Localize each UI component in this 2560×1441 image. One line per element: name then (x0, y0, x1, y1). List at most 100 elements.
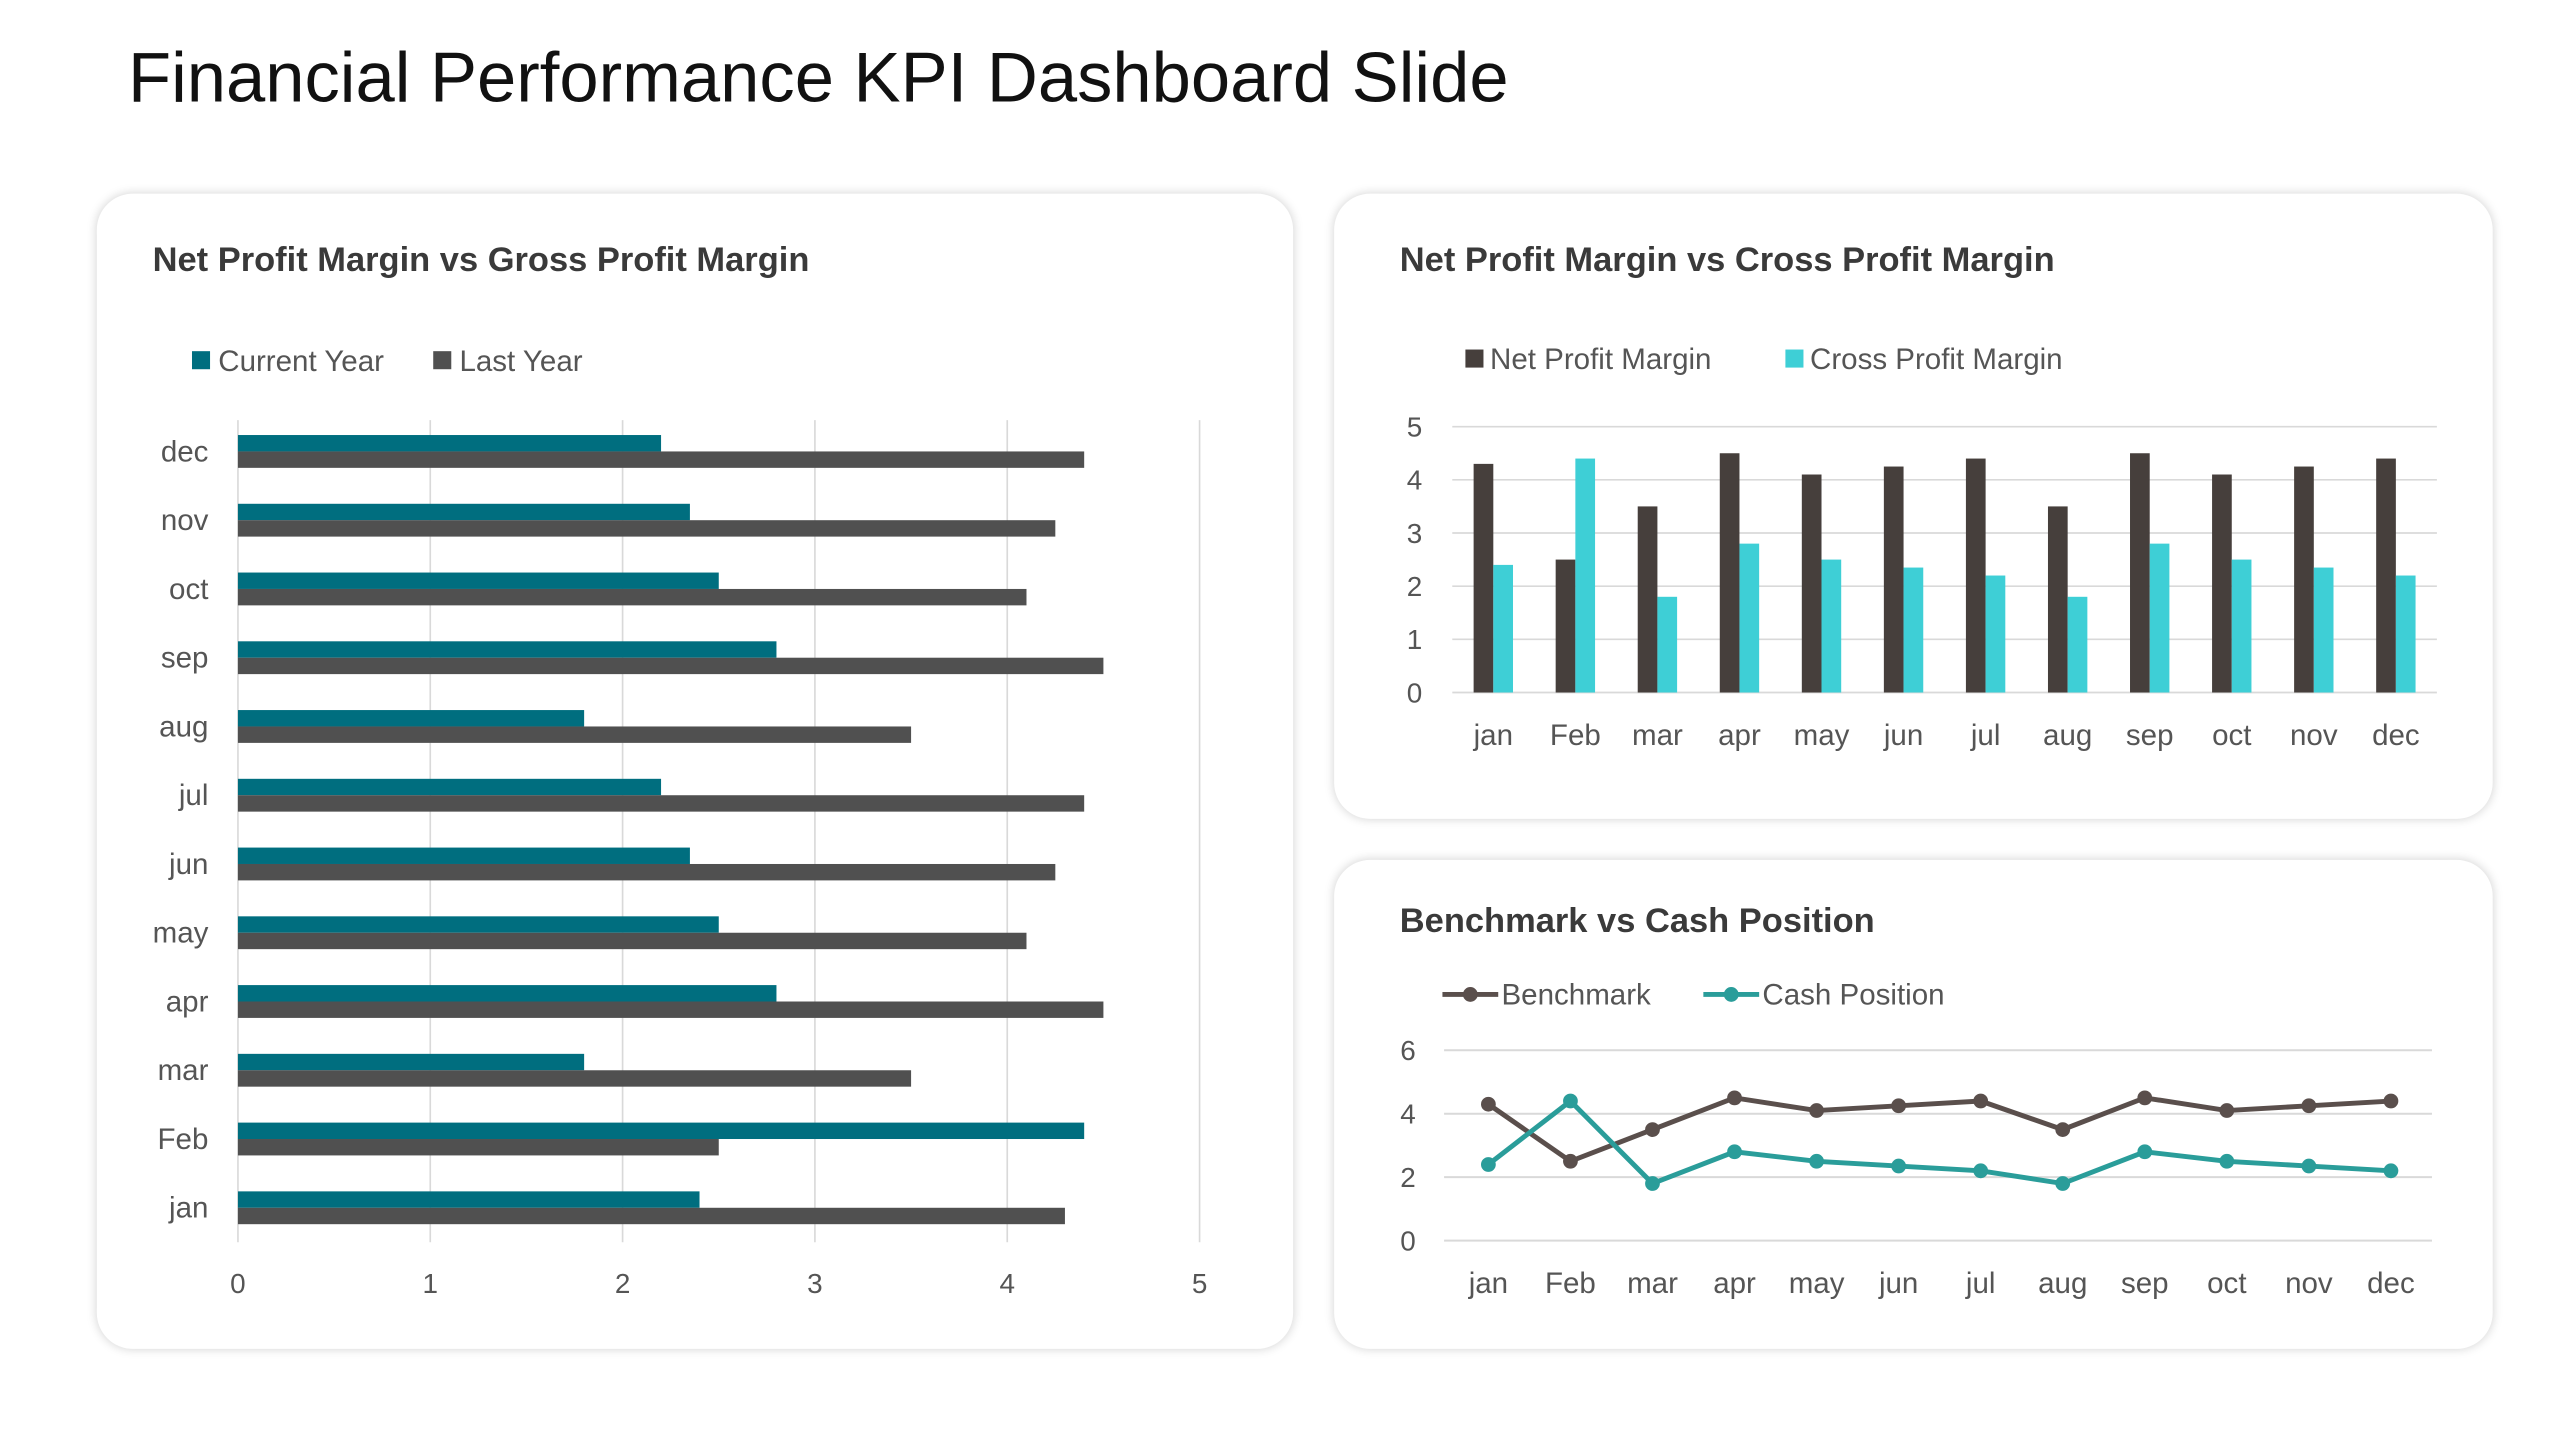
point-cash-position (1563, 1093, 1578, 1109)
bar-current-year (237, 1122, 1085, 1140)
y-tick-label: dec (161, 435, 209, 468)
x-tick-label: 1 (423, 1268, 439, 1299)
bar-cross-profit-margin (2149, 543, 2170, 693)
x-tick-label: jan (1468, 1267, 1508, 1300)
chart-title: Net Profit Margin vs Cross Profit Margin (1399, 241, 2055, 279)
bar-current-year (237, 778, 662, 796)
bar-last-year (237, 588, 1027, 606)
bar-cross-profit-margin (1575, 458, 1596, 693)
y-tick-label: 2 (1400, 1162, 1416, 1193)
bar-last-year (237, 932, 1027, 950)
point-cash-position (1809, 1153, 1824, 1169)
point-benchmark (2383, 1093, 2399, 1109)
line-benchmark (1486, 1095, 2392, 1165)
y-tick-label: sep (161, 642, 209, 675)
bar-last-year (237, 520, 1056, 537)
bar-net-profit-margin (2376, 458, 2396, 693)
bar-cross-profit-margin (2231, 559, 2252, 693)
point-cash-position (2383, 1163, 2399, 1179)
point-benchmark (2137, 1090, 2153, 1106)
bar-current-year (237, 710, 585, 727)
point-benchmark (1645, 1122, 1660, 1137)
legend-label: Benchmark (1502, 978, 1652, 1011)
x-tick-label: nov (2290, 719, 2338, 752)
bar-net-profit-margin (1883, 466, 1904, 693)
chart-title: Benchmark vs Cash Position (1399, 902, 1875, 941)
bar-current-year (237, 572, 719, 589)
point-benchmark (1481, 1096, 1496, 1112)
x-tick-label: oct (2207, 1267, 2246, 1300)
bar-current-year (237, 641, 777, 658)
legend-swatch (1785, 349, 1804, 368)
bar-last-year (237, 863, 1056, 881)
y-tick-label: 0 (1407, 677, 1423, 708)
y-tick-label: Feb (158, 1123, 209, 1156)
x-tick-label: jun (1878, 1267, 1918, 1300)
y-tick-label: jan (168, 1192, 208, 1225)
x-tick-label: dec (2372, 719, 2420, 752)
bar-cross-profit-margin (2395, 575, 2416, 693)
point-benchmark (2055, 1122, 2071, 1137)
point-benchmark (1809, 1103, 1824, 1118)
card-gross-profit (96, 193, 1294, 1349)
line-cash-position (1486, 1097, 2392, 1187)
y-tick-label: aug (159, 710, 208, 743)
bar-last-year (237, 1207, 1065, 1225)
legend-marker (1723, 987, 1739, 1002)
x-tick-label: apr (1713, 1267, 1756, 1300)
x-tick-label: jul (1970, 719, 2001, 752)
bar-cross-profit-margin (1493, 564, 1514, 693)
point-cash-position (2137, 1144, 2153, 1160)
x-tick-label: mar (1632, 719, 1683, 752)
legend-label: Last Year (459, 345, 582, 378)
point-cash-position (2301, 1158, 2317, 1174)
x-tick-label: Feb (1550, 719, 1601, 752)
bar-net-profit-margin (1965, 458, 1986, 693)
bar-current-year (237, 985, 777, 1002)
point-cash-position (1973, 1163, 1989, 1179)
point-benchmark (2301, 1098, 2317, 1114)
x-tick-label: jan (1473, 719, 1513, 752)
bar-current-year (237, 1053, 585, 1071)
x-tick-label: oct (2212, 719, 2251, 752)
point-cash-position (1645, 1176, 1660, 1191)
legend-label: Cross Profit Margin (1810, 343, 2063, 376)
y-tick-label: 6 (1400, 1035, 1416, 1066)
x-tick-label: 0 (230, 1268, 246, 1299)
x-tick-label: Feb (1545, 1267, 1596, 1300)
x-tick-label: mar (1627, 1267, 1678, 1300)
bar-current-year (237, 916, 719, 933)
point-benchmark (1563, 1153, 1578, 1169)
bar-net-profit-margin (2212, 474, 2232, 693)
bar-current-year (237, 847, 690, 864)
legend-swatch (433, 351, 452, 370)
x-tick-label: dec (2367, 1267, 2415, 1300)
x-tick-label: 3 (807, 1268, 823, 1299)
point-benchmark (1727, 1090, 1742, 1106)
bar-last-year (237, 657, 1104, 675)
bar-last-year (237, 1070, 912, 1087)
legend-swatch (1465, 349, 1484, 368)
bar-last-year (237, 726, 912, 743)
y-tick-label: oct (169, 573, 208, 606)
legend-label: Net Profit Margin (1490, 343, 1711, 376)
legend-marker (1462, 987, 1478, 1002)
point-benchmark (1891, 1098, 1907, 1114)
y-tick-label: 5 (1407, 412, 1423, 443)
bar-net-profit-margin (2294, 466, 2314, 693)
bar-cross-profit-margin (1821, 559, 1842, 693)
point-cash-position (1891, 1158, 1907, 1174)
y-tick-label: 1 (1407, 624, 1423, 655)
x-tick-label: aug (2038, 1267, 2087, 1300)
bar-cross-profit-margin (1657, 596, 1678, 693)
bar-current-year (237, 1191, 700, 1208)
bar-cross-profit-margin (1739, 543, 1760, 693)
y-tick-label: jul (178, 779, 209, 812)
point-benchmark (2219, 1103, 2235, 1118)
x-tick-label: 4 (999, 1268, 1015, 1299)
x-tick-label: 2 (615, 1268, 631, 1299)
x-tick-label: jun (1883, 719, 1923, 752)
bar-cross-profit-margin (1985, 575, 2006, 693)
